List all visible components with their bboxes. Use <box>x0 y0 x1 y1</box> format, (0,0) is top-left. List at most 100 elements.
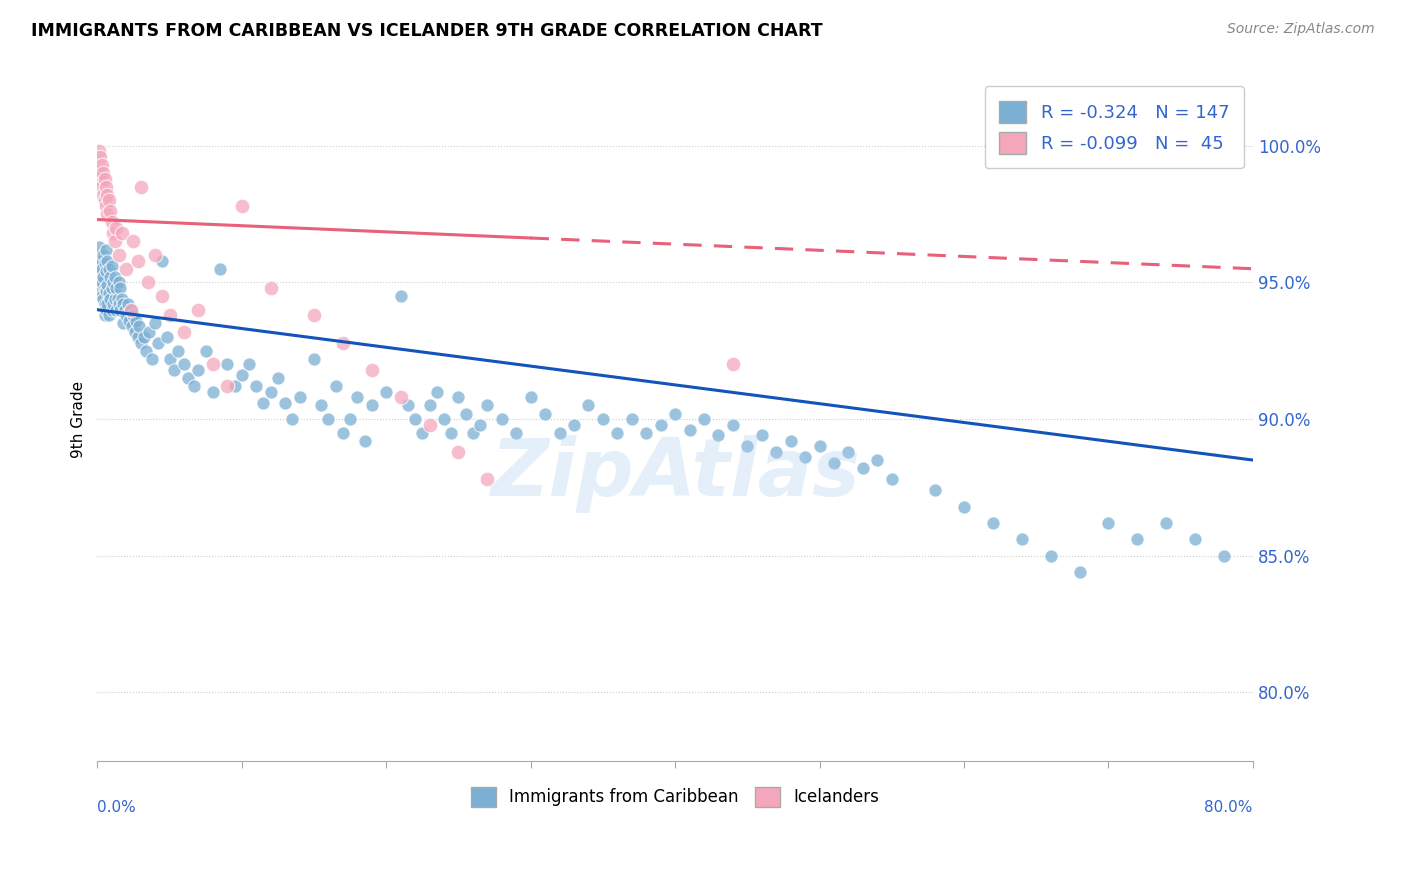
Point <box>491 412 513 426</box>
Point <box>97 194 120 208</box>
Point <box>620 412 643 426</box>
Point <box>245 379 267 393</box>
Point <box>129 335 152 350</box>
Point <box>93 256 115 270</box>
Point <box>721 417 744 432</box>
Point <box>163 363 186 377</box>
Point <box>90 276 112 290</box>
Point <box>302 351 325 366</box>
Point <box>274 395 297 409</box>
Text: Source: ZipAtlas.com: Source: ZipAtlas.com <box>1227 22 1375 37</box>
Point <box>187 363 209 377</box>
Point <box>173 358 195 372</box>
Point <box>707 428 730 442</box>
Point <box>794 450 817 465</box>
Point <box>238 358 260 372</box>
Point <box>837 445 859 459</box>
Point <box>112 297 135 311</box>
Point <box>678 423 700 437</box>
Point <box>281 412 304 426</box>
Point <box>87 145 110 159</box>
Point <box>1126 533 1149 547</box>
Point <box>87 259 110 273</box>
Point <box>693 412 716 426</box>
Point <box>112 317 135 331</box>
Point <box>353 434 375 448</box>
Point <box>89 253 111 268</box>
Point <box>339 412 361 426</box>
Point <box>440 425 463 440</box>
Point <box>103 297 125 311</box>
Point <box>636 425 658 440</box>
Point <box>224 379 246 393</box>
Point <box>477 472 499 486</box>
Point <box>360 398 382 412</box>
Point <box>104 235 127 249</box>
Point <box>96 297 118 311</box>
Point <box>177 371 200 385</box>
Point <box>167 343 190 358</box>
Point <box>93 171 115 186</box>
Point <box>217 358 239 372</box>
Point <box>562 417 585 432</box>
Point <box>194 343 217 358</box>
Point <box>127 253 149 268</box>
Point <box>111 226 134 240</box>
Point <box>117 297 139 311</box>
Point <box>217 379 239 393</box>
Point <box>1213 549 1236 563</box>
Point <box>94 243 117 257</box>
Point <box>332 425 354 440</box>
Point <box>103 276 125 290</box>
Point <box>108 248 131 262</box>
Point <box>779 434 801 448</box>
Point <box>90 289 112 303</box>
Point <box>91 188 114 202</box>
Point <box>127 330 149 344</box>
Point <box>231 368 253 383</box>
Point <box>578 398 600 412</box>
Point <box>592 412 614 426</box>
Point <box>97 308 120 322</box>
Point <box>125 313 148 327</box>
Point <box>187 302 209 317</box>
Point <box>138 325 160 339</box>
Point <box>94 179 117 194</box>
Point <box>93 194 115 208</box>
Point <box>120 302 142 317</box>
Legend: Immigrants from Caribbean, Icelanders: Immigrants from Caribbean, Icelanders <box>464 780 886 814</box>
Point <box>288 390 311 404</box>
Point <box>159 308 181 322</box>
Point <box>309 398 332 412</box>
Point <box>96 278 118 293</box>
Point <box>89 269 111 284</box>
Point <box>447 390 470 404</box>
Point <box>101 302 124 317</box>
Point <box>136 276 159 290</box>
Point <box>108 276 131 290</box>
Point <box>737 439 759 453</box>
Point <box>94 302 117 317</box>
Point <box>765 445 787 459</box>
Point <box>89 171 111 186</box>
Point <box>721 358 744 372</box>
Point <box>91 248 114 262</box>
Point <box>823 456 845 470</box>
Point <box>94 264 117 278</box>
Point <box>103 226 125 240</box>
Point <box>118 313 141 327</box>
Point <box>1069 565 1091 579</box>
Point <box>534 407 557 421</box>
Point <box>325 379 347 393</box>
Point <box>426 384 449 399</box>
Point <box>173 325 195 339</box>
Point <box>104 269 127 284</box>
Point <box>91 292 114 306</box>
Text: ZipAtlas: ZipAtlas <box>491 434 860 513</box>
Point <box>101 281 124 295</box>
Point <box>90 158 112 172</box>
Point <box>650 417 672 432</box>
Point <box>260 281 283 295</box>
Point <box>105 302 128 317</box>
Point <box>96 188 118 202</box>
